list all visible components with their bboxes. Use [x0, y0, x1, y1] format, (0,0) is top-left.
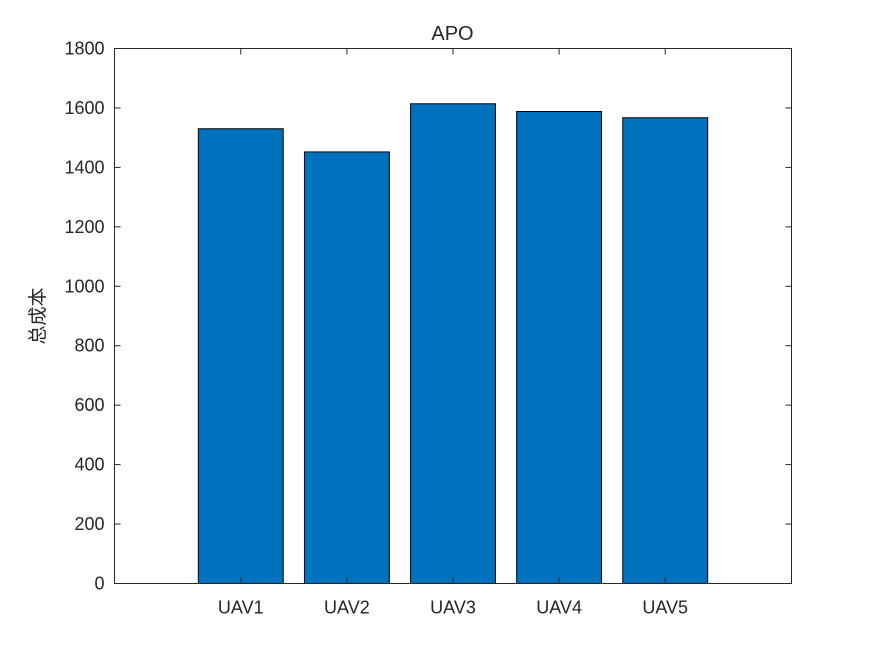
- bar-uav4: [516, 111, 603, 584]
- bar-uav1: [197, 128, 284, 584]
- y-tick-label: 600: [74, 395, 104, 415]
- x-tick-label: UAV4: [536, 598, 582, 618]
- x-tick-label: UAV2: [324, 598, 370, 618]
- chart-title: APO: [431, 23, 473, 45]
- x-tick-label: UAV3: [430, 598, 476, 618]
- y-tick-label: 800: [74, 336, 104, 356]
- bar-uav2: [303, 151, 390, 585]
- y-tick-label: 1000: [64, 276, 104, 296]
- y-tick-label: 1600: [64, 98, 104, 118]
- bar-uav5: [622, 117, 709, 584]
- x-tick-label: UAV5: [642, 598, 688, 618]
- y-tick-label: 400: [74, 455, 104, 475]
- y-tick-label: 200: [74, 514, 104, 534]
- x-tick-label: UAV1: [218, 598, 264, 618]
- y-tick-label: 1800: [64, 39, 104, 59]
- bar-uav3: [410, 103, 496, 585]
- y-tick-label: 0: [94, 574, 104, 594]
- y-tick-label: 1200: [64, 217, 104, 237]
- y-tick-label: 1400: [64, 157, 104, 177]
- y-axis-label: 总成本: [27, 287, 49, 344]
